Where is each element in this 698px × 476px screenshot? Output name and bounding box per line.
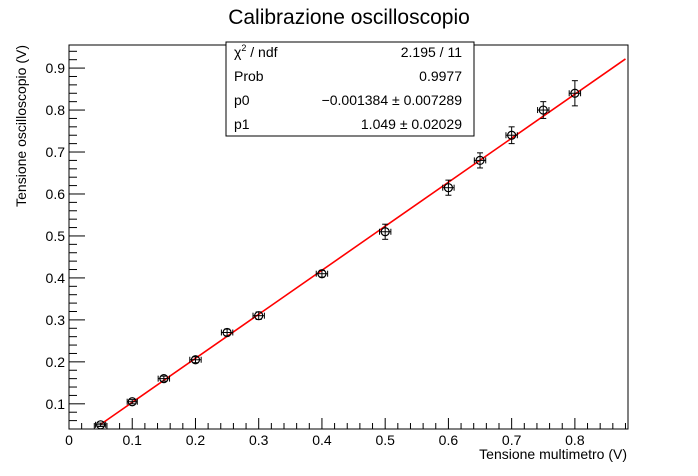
data-point: [568, 80, 582, 107]
data-point: [473, 152, 487, 169]
y-tick-label: 0.7: [46, 144, 66, 160]
x-tick-label: 0.8: [565, 432, 585, 448]
point-marker: [475, 155, 485, 166]
data-point: [537, 101, 550, 119]
y-tick-label: 0.6: [46, 186, 66, 202]
chart-title: Calibrazione oscilloscopio: [228, 6, 470, 29]
x-tick-label: 0.6: [439, 432, 459, 448]
stats-label-chi2: χ2 / ndf: [234, 43, 278, 60]
y-tick-label: 0.1: [46, 396, 66, 412]
data-point: [252, 311, 265, 321]
point-marker: [96, 420, 106, 430]
point-marker: [570, 88, 580, 98]
stats-label-p1: p1: [234, 116, 250, 132]
point-marker: [443, 183, 454, 193]
point-marker: [254, 311, 264, 321]
data-point: [505, 126, 518, 145]
stats-value-prob: 0.9977: [419, 68, 462, 84]
y-axis-label: Tensione oscilloscopio (V): [13, 45, 29, 207]
y-tick-label: 0.9: [46, 60, 66, 76]
data-point: [220, 327, 234, 338]
stats-label-p0: p0: [234, 92, 250, 108]
x-axis: 0 0.1 0.2 0.3 0.4 0.5 0.6 0.7 0.8: [65, 418, 626, 448]
fit-line: [100, 58, 626, 426]
point-marker: [507, 130, 517, 140]
x-tick-label: 0.5: [375, 432, 395, 448]
y-axis: 0.1 0.2 0.3 0.4 0.5 0.6 0.7 0.8 0.9: [46, 50, 85, 430]
x-tick-label: 0.1: [123, 432, 143, 448]
x-tick-label: 0.3: [249, 432, 269, 448]
point-marker: [190, 355, 201, 365]
point-marker: [127, 397, 137, 407]
y-tick-label: 0.4: [46, 270, 66, 286]
point-marker: [159, 374, 169, 384]
stats-value-p0: −0.001384 ± 0.007289: [322, 92, 463, 108]
point-marker: [222, 327, 232, 338]
data-point: [189, 355, 202, 365]
stats-box-frame: [225, 41, 475, 137]
y-tick-label: 0.3: [46, 312, 66, 328]
point-marker: [538, 105, 548, 115]
x-tick-label: 0.7: [502, 432, 522, 448]
stats-label-prob: Prob: [234, 68, 264, 84]
x-tick-label: 0: [65, 432, 73, 448]
point-marker: [317, 269, 327, 279]
data-point: [95, 420, 107, 430]
x-tick-label: 0.4: [312, 432, 332, 448]
data-point: [157, 374, 171, 384]
data-point: [126, 397, 138, 407]
data-point: [315, 269, 329, 279]
data-points: [95, 80, 582, 430]
x-tick-label: 0.2: [186, 432, 206, 448]
y-tick-label: 0.2: [46, 354, 66, 370]
stats-value-chi2: 2.195 / 11: [401, 44, 462, 60]
y-tick-label: 0.8: [46, 102, 66, 118]
x-axis-label: Tensione multimetro (V): [479, 446, 627, 462]
data-point: [378, 223, 392, 240]
y-tick-label: 0.5: [46, 228, 66, 244]
stats-value-p1: 1.049 ± 0.02029: [361, 116, 462, 132]
stats-box: χ2 / ndf 2.195 / 11 Prob 0.9977 p0 −0.00…: [225, 41, 475, 137]
point-marker: [380, 227, 390, 237]
data-point: [442, 179, 455, 196]
